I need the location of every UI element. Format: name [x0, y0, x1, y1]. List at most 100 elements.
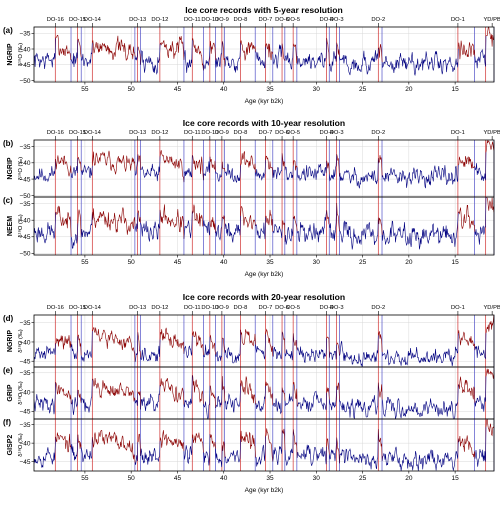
interstadial-series	[336, 437, 340, 464]
event-label: DO-4	[320, 305, 335, 311]
stadial-series	[339, 217, 379, 250]
event-label: DO-2	[371, 130, 385, 136]
interstadial-series	[336, 342, 340, 356]
stadial-series	[272, 223, 283, 239]
event-label: DO-13	[129, 130, 146, 136]
stadial-series	[255, 46, 266, 69]
stadial-series	[284, 384, 294, 407]
event-label: DO-9	[215, 17, 229, 23]
stadial-series	[224, 383, 241, 413]
interstadial-series	[77, 209, 82, 238]
stadial-series	[134, 332, 139, 363]
y-tick-label: −50	[19, 193, 30, 200]
event-label: DO-13	[129, 305, 146, 311]
stadial-series	[33, 343, 56, 362]
event-label: DO-11	[184, 17, 201, 23]
stadial-series	[215, 161, 223, 182]
x-tick-label: 55	[81, 86, 89, 93]
interstadial-series	[240, 329, 256, 347]
y-tick-label: −35	[19, 370, 30, 377]
interstadial-series	[293, 43, 298, 64]
interstadial-series	[192, 204, 204, 227]
interstadial-series	[55, 432, 72, 453]
event-label: DO-8	[233, 130, 247, 136]
stadial-series	[140, 156, 161, 182]
stadial-series	[203, 220, 211, 236]
interstadial-series	[92, 35, 136, 61]
group-title: Ice core records with 10-year resolution	[183, 118, 345, 128]
interstadial-series	[192, 38, 204, 71]
panel-letter: (d)	[3, 314, 14, 323]
interstadial-series	[265, 328, 274, 357]
event-label: DO-15	[69, 130, 86, 136]
interstadial-series	[485, 418, 495, 437]
event-label: DO-7	[258, 17, 272, 23]
stadial-series	[33, 382, 56, 415]
grid	[34, 27, 494, 82]
interstadial-series	[326, 336, 330, 358]
panel-letter: (a)	[3, 26, 13, 35]
x-tick-label: 45	[174, 86, 182, 93]
y-tick-label: −45	[19, 176, 30, 183]
x-axis-label: Age (kyr b2k)	[245, 271, 284, 278]
stadial-series	[33, 436, 56, 469]
stadial-series	[215, 338, 223, 362]
interstadial-series	[55, 205, 72, 237]
stadial-series	[70, 39, 79, 68]
y-tick-label: −40	[19, 46, 30, 53]
stadial-series	[329, 386, 337, 411]
interstadial-series	[485, 140, 495, 153]
event-label: DO-15	[69, 305, 86, 311]
interstadial-series	[222, 441, 226, 458]
x-tick-label: 50	[128, 475, 136, 482]
event-label: DO-15	[69, 17, 86, 23]
y-tick-label: −35	[19, 422, 30, 429]
stadial-series	[215, 217, 223, 241]
stadial-series	[33, 159, 56, 183]
stadial-series	[284, 216, 294, 245]
event-label: DO-12	[151, 130, 168, 136]
interstadial-series	[77, 389, 82, 404]
interstadial-series	[326, 387, 330, 400]
interstadial-series	[92, 207, 136, 235]
x-tick-label: 55	[81, 259, 89, 266]
stadial-series	[272, 43, 283, 69]
event-label: DO-14	[84, 305, 102, 311]
stadial-series	[70, 336, 79, 360]
interstadial-series	[265, 381, 274, 406]
interstadial-series	[265, 43, 274, 61]
stadial-series	[255, 385, 266, 412]
stadial-series	[183, 155, 193, 183]
interstadial-series	[293, 333, 298, 351]
stadial-series	[296, 38, 327, 69]
stadial-series	[296, 210, 327, 243]
panel-frame	[33, 26, 495, 83]
event-label: DO-1	[451, 305, 465, 311]
stadial-series	[81, 164, 93, 179]
interstadial-series	[485, 368, 495, 379]
grid	[34, 197, 494, 255]
y-tick-label: −45	[19, 459, 30, 466]
interstadial-series	[281, 220, 286, 242]
x-tick-label: 45	[174, 475, 182, 482]
interstadial-series	[265, 155, 274, 178]
interstadial-series	[378, 217, 383, 235]
stadial-series	[203, 385, 211, 420]
stadial-series	[474, 333, 487, 360]
interstadial-series	[137, 332, 141, 358]
interstadial-series	[281, 331, 286, 354]
interstadial-series	[222, 376, 226, 403]
interstadial-series	[159, 430, 185, 452]
interstadial-series	[336, 42, 340, 57]
event-label: DO-12	[151, 305, 168, 311]
interstadial-series	[209, 40, 216, 61]
x-axis-label: Age (kyr b2k)	[245, 487, 284, 494]
event-label: DO-4	[320, 130, 335, 136]
stadial-series	[272, 387, 283, 415]
event-label: DO-14	[84, 17, 102, 23]
event-label: DO-6	[275, 17, 289, 23]
event-label: DO-5	[286, 17, 300, 23]
interstadial-series	[281, 428, 286, 450]
event-label: DO-10	[201, 17, 218, 23]
